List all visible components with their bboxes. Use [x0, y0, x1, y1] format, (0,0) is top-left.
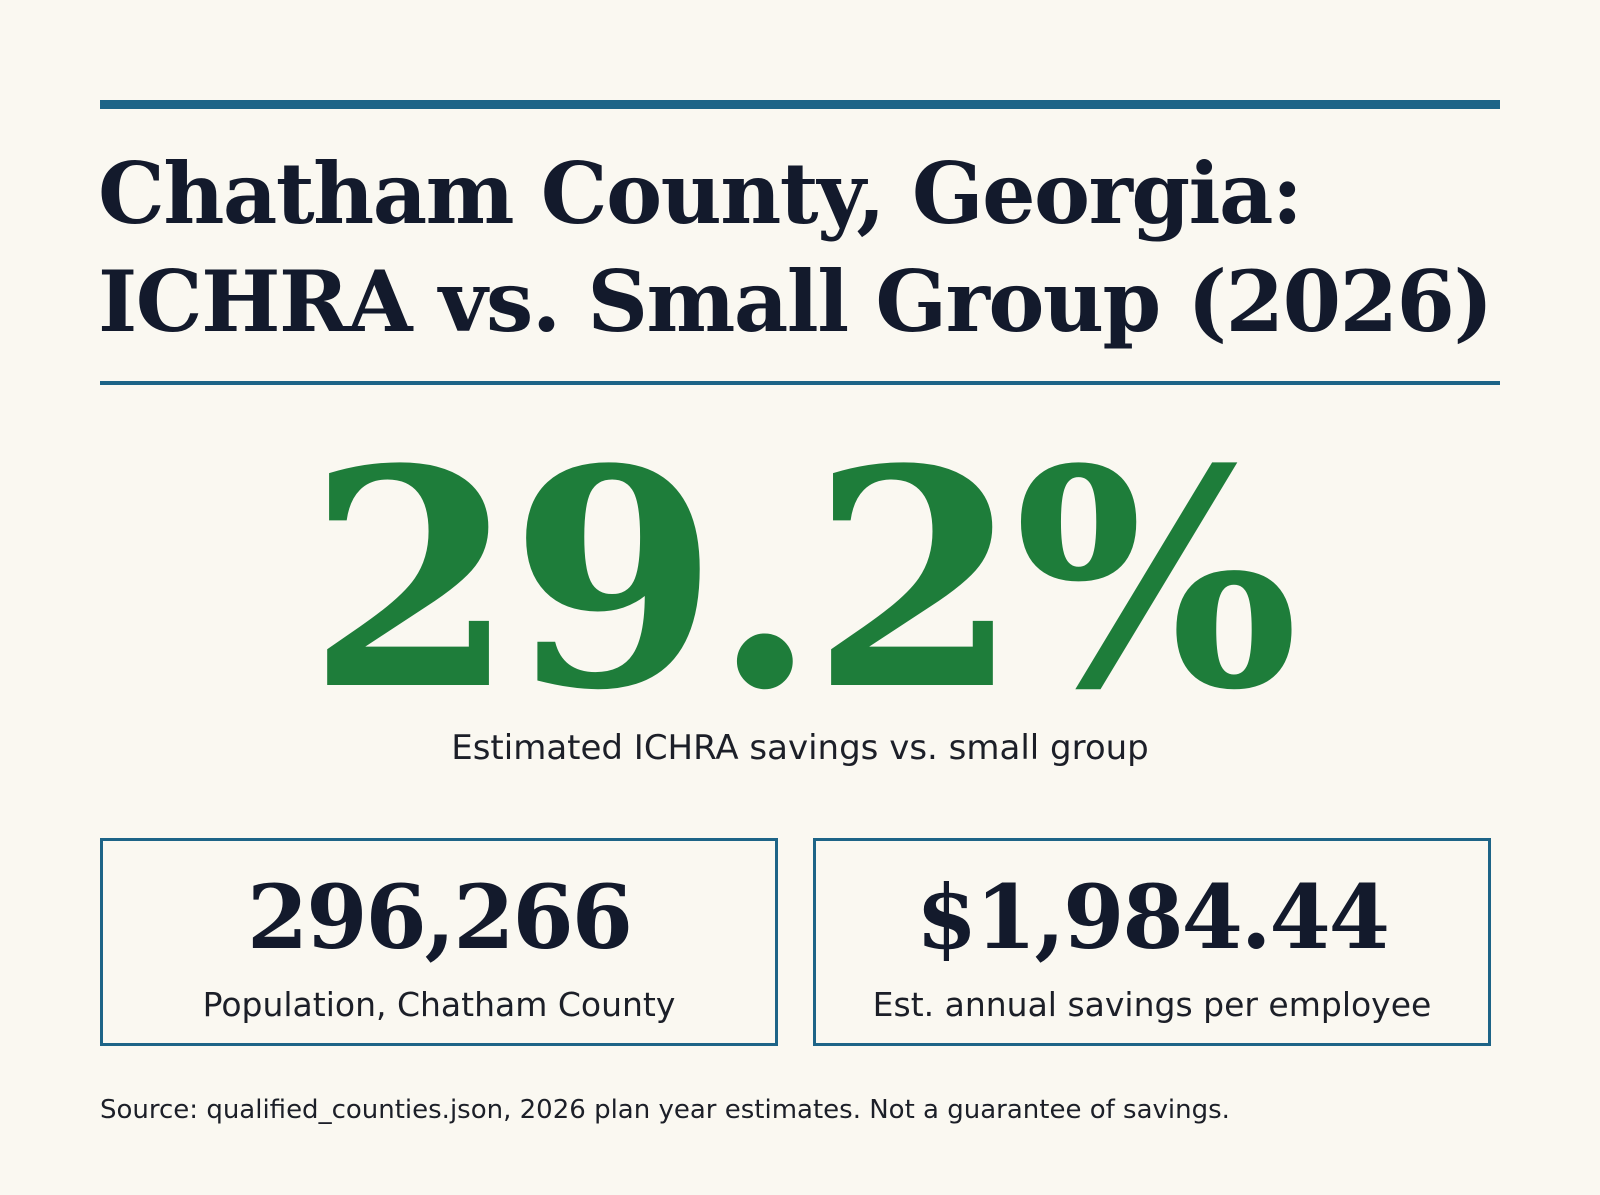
population-label: Population, Chatham County — [202, 985, 676, 1024]
source-note: Source: qualified_counties.json, 2026 pl… — [100, 1095, 1230, 1125]
population-value: 296,266 — [246, 865, 633, 969]
annual-savings-card: $1,984.44 Est. annual savings per employ… — [813, 838, 1491, 1046]
title-divider — [100, 381, 1500, 385]
annual-savings-label: Est. annual savings per employee — [872, 985, 1432, 1024]
page-title-line-1: Chatham County, Georgia: — [98, 144, 1303, 243]
population-card: 296,266 Population, Chatham County — [100, 838, 778, 1046]
savings-percentage: 29.2% — [307, 403, 1299, 756]
savings-percentage-label: Estimated ICHRA savings vs. small group — [451, 728, 1149, 768]
annual-savings-value: $1,984.44 — [916, 865, 1390, 969]
top-divider — [100, 100, 1500, 109]
page-title-line-2: ICHRA vs. Small Group (2026) — [98, 252, 1493, 351]
page-title: Chatham County, Georgia: ICHRA vs. Small… — [98, 140, 1538, 356]
